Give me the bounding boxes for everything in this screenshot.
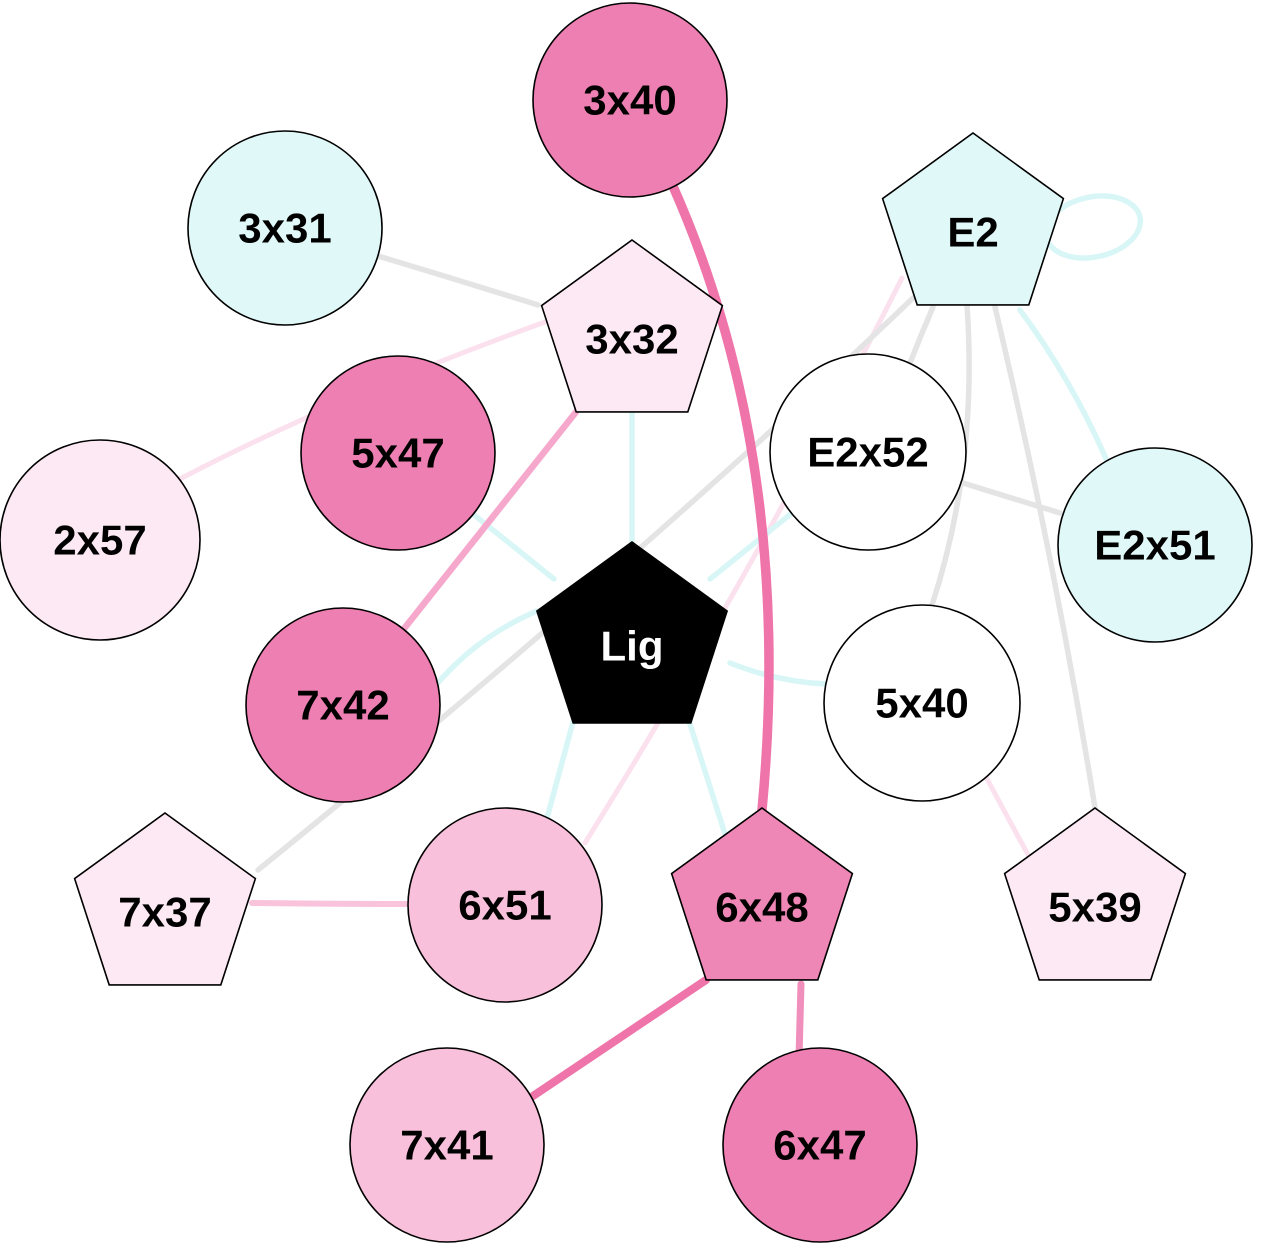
node-shape-5x39[interactable] (1003, 807, 1187, 981)
node-shape-6x51[interactable] (407, 807, 603, 1003)
node-Lig[interactable]: Lig (535, 541, 729, 724)
node-shape-E2x51[interactable] (1057, 447, 1253, 643)
node-shape-3x31[interactable] (187, 130, 383, 326)
node-5x47[interactable]: 5x47 (300, 355, 496, 551)
node-shape-3x32[interactable] (540, 239, 724, 413)
node-6x48[interactable]: 6x48 (670, 807, 854, 981)
edge-E2-5x39 (992, 304, 1098, 811)
node-7x37[interactable]: 7x37 (73, 812, 257, 986)
node-shape-6x48[interactable] (670, 807, 854, 981)
edge-5x40-5x39 (983, 774, 1035, 865)
node-shape-6x47[interactable] (722, 1047, 918, 1243)
edge-E2-E2x52 (907, 304, 936, 366)
node-3x40[interactable]: 3x40 (532, 2, 728, 198)
edge-3x31-3x32 (375, 253, 541, 308)
edge-Lig-E2x52 (707, 510, 795, 582)
edge-Lig-5x47 (470, 511, 557, 582)
node-shape-5x40[interactable] (823, 604, 1021, 802)
node-shape-7x41[interactable] (349, 1047, 545, 1243)
edge-Lig-7x42 (434, 608, 540, 687)
node-E2[interactable]: E2 (881, 132, 1065, 306)
edge-E2x52-E2x51 (960, 480, 1063, 516)
node-E2x51[interactable]: E2x51 (1057, 447, 1253, 643)
node-shape-2x57[interactable] (0, 439, 201, 641)
node-shape-5x47[interactable] (300, 355, 496, 551)
edge-Lig-5x40 (727, 660, 829, 687)
edge-Lig-6x48 (686, 718, 728, 837)
node-7x42[interactable]: 7x42 (245, 607, 441, 803)
node-5x40[interactable]: 5x40 (823, 604, 1021, 802)
node-shape-E2x52[interactable] (769, 353, 967, 551)
edge-7x37-6x51 (249, 900, 411, 907)
edge-3x32-7x42 (399, 408, 580, 634)
edge-layer (175, 179, 1144, 1100)
node-shape-Lig[interactable] (535, 541, 729, 724)
edge-3x40-6x48 (667, 179, 774, 815)
node-shape-3x40[interactable] (532, 2, 728, 198)
node-shape-7x42[interactable] (245, 607, 441, 803)
edge-6x48-7x41 (529, 976, 710, 1100)
node-3x32[interactable]: 3x32 (540, 239, 724, 413)
node-6x51[interactable]: 6x51 (407, 807, 603, 1003)
edge-Lig-6x51 (544, 719, 576, 821)
node-2x57[interactable]: 2x57 (0, 439, 201, 641)
edge-E2-E2x51 (1017, 307, 1110, 464)
node-E2x52[interactable]: E2x52 (769, 353, 967, 551)
node-shape-E2[interactable] (881, 132, 1065, 306)
node-7x41[interactable]: 7x41 (349, 1047, 545, 1243)
node-6x47[interactable]: 6x47 (722, 1047, 918, 1243)
node-5x39[interactable]: 5x39 (1003, 807, 1187, 981)
node-3x31[interactable]: 3x31 (187, 130, 383, 326)
node-shape-7x37[interactable] (73, 812, 257, 986)
edge-6x48-6x47 (795, 980, 805, 1061)
